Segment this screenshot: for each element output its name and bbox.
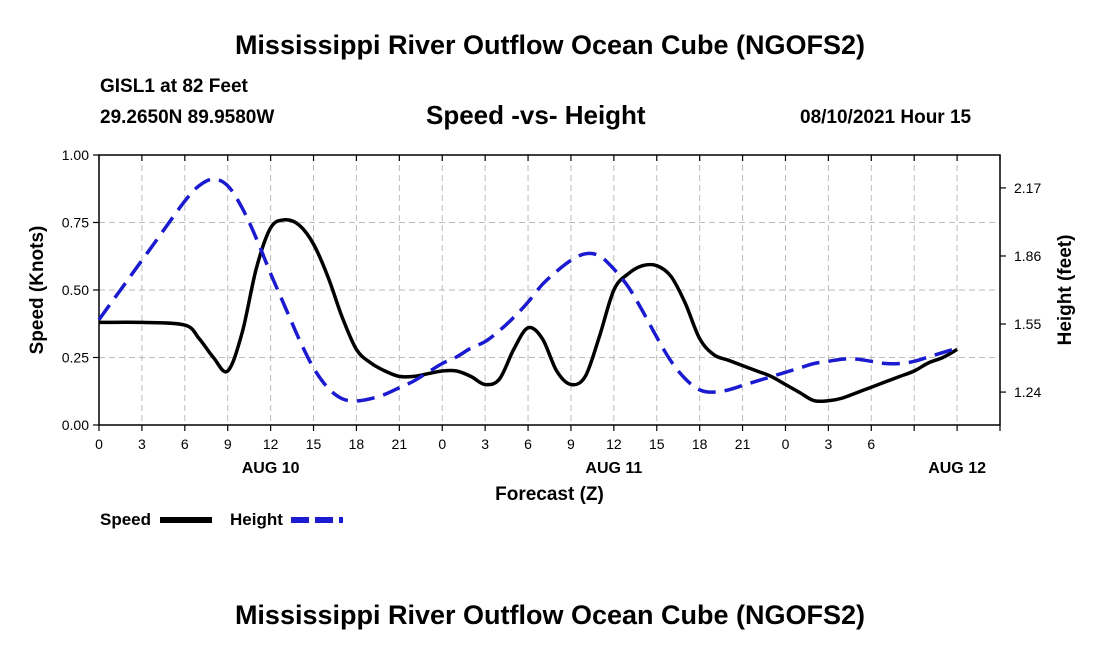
y2-tick-label: 1.24 bbox=[1014, 384, 1041, 400]
y2-tick-label: 1.86 bbox=[1014, 248, 1041, 264]
x-tick-label: 12 bbox=[606, 436, 622, 452]
x-tick-label: 9 bbox=[567, 436, 575, 452]
x-axis-title: Forecast (Z) bbox=[495, 484, 604, 505]
station-label: GISL1 at 82 Feet bbox=[100, 76, 248, 97]
y-tick-label: 0.00 bbox=[62, 417, 89, 433]
x-tick-label: 18 bbox=[692, 436, 708, 452]
x-tick-label: 6 bbox=[524, 436, 532, 452]
legend-label-height: Height bbox=[230, 510, 283, 529]
y-axis-title: Speed (Knots) bbox=[27, 226, 48, 355]
x-tick-label: 3 bbox=[481, 436, 489, 452]
y2-tick-label: 1.55 bbox=[1014, 316, 1041, 332]
plot-frame bbox=[98, 154, 1001, 426]
x-tick-label: 18 bbox=[349, 436, 365, 452]
x-tick-label: 15 bbox=[306, 436, 322, 452]
x-tick-label: 12 bbox=[263, 436, 279, 452]
forecast-datetime: 08/10/2021 Hour 15 bbox=[800, 107, 972, 128]
x-tick-label: 3 bbox=[824, 436, 832, 452]
y2-tick-label: 2.17 bbox=[1014, 180, 1041, 196]
y-tick-label: 0.50 bbox=[62, 282, 89, 298]
page-title: Mississippi River Outflow Ocean Cube (NG… bbox=[234, 30, 866, 60]
date-label: AUG 10 bbox=[242, 460, 300, 477]
station-coordinates: 29.2650N 89.9580W bbox=[100, 107, 275, 128]
x-tick-label: 3 bbox=[138, 436, 146, 452]
footer-title: Mississippi River Outflow Ocean Cube (NG… bbox=[234, 600, 866, 630]
height-series-line bbox=[97, 177, 958, 403]
date-label: AUG 11 bbox=[585, 460, 642, 477]
x-tick-label: 6 bbox=[181, 436, 189, 452]
x-tick-label: 21 bbox=[735, 436, 751, 452]
x-tick-label: 15 bbox=[649, 436, 665, 452]
y2-axis-title: Height (feet) bbox=[1055, 235, 1076, 346]
legend-label-speed: Speed bbox=[100, 510, 151, 529]
y-tick-label: 0.25 bbox=[62, 350, 89, 366]
x-tick-label: 9 bbox=[224, 436, 232, 452]
x-tick-label: 6 bbox=[867, 436, 875, 452]
y-tick-label: 1.00 bbox=[62, 147, 89, 163]
x-tick-label: 0 bbox=[438, 436, 446, 452]
y-tick-label: 0.75 bbox=[62, 215, 89, 231]
x-tick-label: 0 bbox=[782, 436, 790, 452]
x-tick-label: 21 bbox=[392, 436, 408, 452]
speed-series-line bbox=[98, 217, 958, 404]
chart-subtitle: Speed -vs- Height bbox=[426, 100, 646, 130]
date-label: AUG 12 bbox=[928, 460, 986, 477]
x-tick-label: 0 bbox=[95, 436, 103, 452]
